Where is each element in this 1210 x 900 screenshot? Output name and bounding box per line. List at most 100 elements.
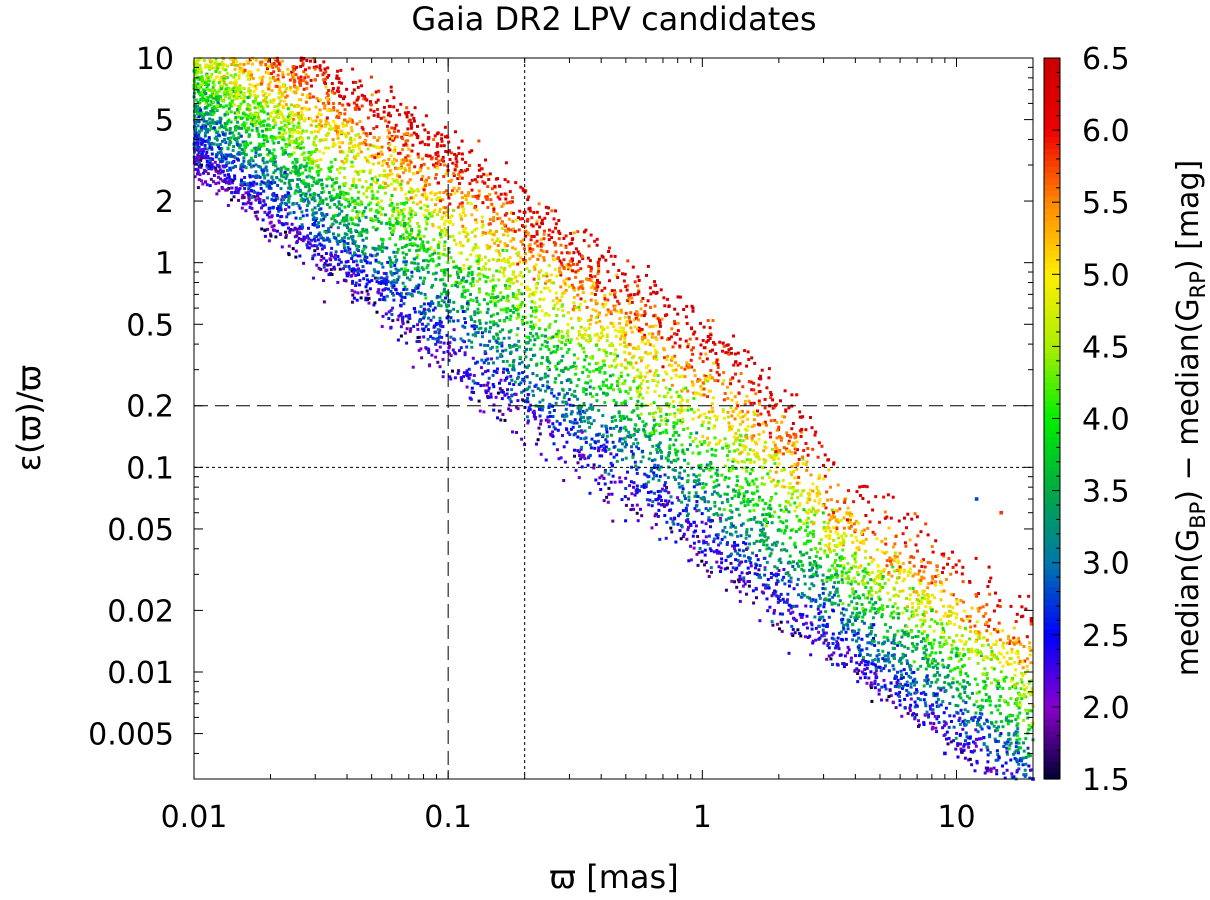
data-point — [922, 684, 926, 688]
data-point — [755, 572, 759, 576]
data-point — [263, 91, 267, 95]
data-point — [228, 102, 232, 106]
data-point — [741, 439, 745, 443]
data-point — [903, 697, 907, 701]
data-point — [448, 235, 452, 239]
data-point — [417, 290, 420, 294]
data-point — [1006, 637, 1010, 641]
data-point — [322, 244, 326, 248]
data-point — [801, 457, 805, 461]
data-point — [689, 544, 692, 548]
data-point — [206, 172, 210, 176]
data-point — [887, 571, 891, 574]
data-point — [340, 81, 343, 85]
data-point — [755, 554, 758, 558]
data-point — [377, 220, 381, 224]
data-point — [653, 304, 657, 308]
data-point — [934, 664, 938, 668]
data-point — [635, 445, 639, 449]
data-point — [232, 86, 236, 90]
data-point — [767, 512, 771, 516]
data-point — [307, 158, 311, 162]
data-point — [228, 127, 232, 130]
data-point — [492, 219, 496, 223]
data-point — [274, 115, 278, 119]
data-point — [207, 136, 211, 140]
data-point — [954, 563, 958, 567]
data-point — [900, 635, 904, 639]
data-point — [703, 563, 706, 567]
data-point — [746, 410, 750, 414]
data-point — [664, 417, 668, 420]
data-point — [254, 58, 258, 62]
data-point — [829, 578, 833, 582]
data-point — [275, 193, 279, 197]
data-point — [1022, 692, 1026, 696]
data-point — [743, 504, 747, 508]
data-point — [603, 447, 606, 451]
data-point — [429, 318, 433, 322]
data-point — [474, 334, 478, 338]
data-point — [713, 342, 717, 346]
data-point — [526, 231, 530, 235]
data-point — [340, 209, 344, 213]
data-point — [636, 275, 640, 279]
data-point — [752, 517, 756, 521]
data-point — [476, 307, 480, 311]
data-point — [269, 157, 273, 161]
data-point — [391, 224, 395, 227]
data-point — [634, 361, 638, 365]
data-point — [426, 154, 430, 158]
data-point — [493, 301, 497, 305]
data-point — [993, 627, 996, 631]
data-point — [1012, 636, 1016, 640]
data-point — [1002, 676, 1006, 679]
data-point — [622, 326, 626, 330]
data-point — [401, 148, 405, 152]
data-point — [664, 456, 668, 460]
data-point — [456, 177, 460, 180]
data-point — [491, 238, 494, 242]
data-point — [745, 490, 749, 494]
data-point — [273, 169, 277, 173]
data-point — [601, 380, 605, 384]
data-point — [244, 166, 248, 170]
data-point — [328, 205, 332, 209]
data-point — [354, 284, 358, 287]
data-point — [396, 318, 400, 322]
data-point — [621, 437, 625, 441]
data-point — [932, 722, 936, 726]
data-point — [259, 186, 263, 190]
data-point — [659, 288, 663, 292]
data-point — [972, 703, 976, 707]
data-point — [438, 162, 442, 166]
data-point — [723, 437, 727, 441]
data-point — [693, 330, 697, 334]
data-point — [635, 511, 639, 515]
data-point — [263, 119, 267, 123]
data-point — [697, 464, 701, 468]
data-point — [472, 374, 476, 377]
data-point — [698, 482, 701, 486]
data-point — [615, 380, 619, 383]
data-point — [587, 421, 590, 425]
data-point — [835, 569, 838, 573]
data-point — [754, 440, 757, 444]
data-point — [517, 216, 520, 220]
data-point — [302, 70, 306, 74]
data-point — [615, 363, 619, 367]
data-point — [793, 604, 796, 608]
data-point — [281, 73, 285, 77]
data-point — [259, 124, 263, 128]
data-point — [712, 513, 716, 516]
data-point — [500, 397, 504, 401]
data-point — [426, 337, 430, 341]
data-point — [619, 310, 623, 314]
data-point — [546, 415, 550, 419]
data-point — [565, 379, 569, 383]
data-point — [713, 490, 716, 494]
data-point — [484, 327, 488, 331]
data-point — [915, 688, 918, 692]
data-point — [444, 172, 448, 176]
data-point — [912, 556, 916, 560]
